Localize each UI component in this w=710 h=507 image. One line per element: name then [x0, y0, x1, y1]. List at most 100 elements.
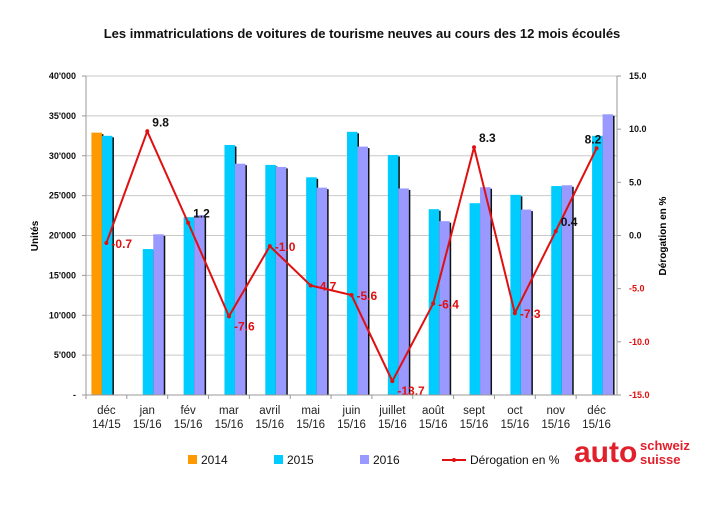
- bar-2015: [510, 194, 521, 395]
- data-label: -7.6: [234, 319, 255, 333]
- data-label: 0.4: [561, 215, 578, 229]
- bar-2014: [91, 132, 102, 395]
- x-tick-label: oct: [507, 405, 523, 417]
- chart-title: Les immatriculations de voitures de tour…: [104, 26, 621, 41]
- legend-label: 2016: [373, 453, 400, 467]
- legend-swatch-2014: [188, 455, 197, 464]
- bar-2015: [142, 249, 154, 395]
- x-tick-label: déc: [97, 405, 116, 417]
- data-label: 1.2: [193, 207, 210, 221]
- y-tick-label: 15'000: [49, 270, 76, 280]
- y-axis-label: Unités: [30, 220, 41, 251]
- line-point: [267, 244, 272, 249]
- x-tick-label: déc: [587, 405, 606, 417]
- x-tick-label: juillet: [378, 405, 406, 417]
- auto-schweiz-logo: auto schweiz suisse: [574, 436, 690, 469]
- y-right-tick-label: 5.0: [629, 177, 642, 187]
- legend-label: 2014: [201, 453, 228, 467]
- y-tick-label: 10'000: [49, 310, 76, 320]
- line-point: [594, 146, 599, 151]
- line-point: [226, 314, 231, 319]
- y-right-tick-label: 0.0: [629, 231, 642, 241]
- y-axis-right-label: Dérogation en %: [658, 196, 669, 275]
- bar-2016: [316, 187, 328, 395]
- x-tick-label: 15/16: [419, 419, 448, 431]
- bar-2015: [224, 144, 235, 395]
- bar-2016: [602, 114, 614, 395]
- x-tick-label: août: [422, 405, 445, 417]
- x-tick-label: 15/16: [255, 419, 284, 431]
- data-label: 8.3: [479, 131, 496, 145]
- y-right-tick-label: -10.0: [629, 337, 650, 347]
- y-tick-label: -: [73, 390, 76, 400]
- x-tick-label: 15/16: [460, 419, 489, 431]
- x-tick-label: 15/16: [215, 419, 244, 431]
- logo-main: auto: [574, 436, 637, 469]
- x-tick-label: 14/15: [92, 419, 121, 431]
- bar-2015: [592, 135, 603, 395]
- x-tick-label: 15/16: [337, 419, 366, 431]
- bar-2016: [561, 185, 573, 395]
- bar-2015: [347, 131, 358, 395]
- logo-line1: schweiz: [640, 438, 690, 453]
- legend-swatch-2016: [360, 455, 369, 464]
- bar-2016: [275, 166, 287, 395]
- line-point: [553, 229, 558, 234]
- logo-line2: suisse: [640, 452, 680, 467]
- bar-2016: [520, 209, 532, 395]
- bar-2016: [357, 146, 368, 395]
- data-label: -13.7: [397, 384, 425, 398]
- bar-2015: [387, 154, 399, 395]
- data-label: -6.4: [438, 298, 459, 312]
- data-label: 9.8: [152, 115, 169, 129]
- x-tick-label: mar: [219, 405, 239, 417]
- y-tick-label: 40'000: [49, 71, 76, 81]
- x-tick-label: 15/16: [133, 419, 162, 431]
- data-label: -4.7: [316, 279, 337, 293]
- line-point: [472, 145, 477, 150]
- bar-2016: [439, 221, 450, 395]
- line-point: [186, 220, 191, 225]
- data-label: -5.6: [357, 289, 378, 303]
- legend-swatch-point: [452, 458, 456, 462]
- line-point: [512, 311, 517, 316]
- bar-2016: [398, 188, 409, 395]
- line-point: [104, 240, 109, 245]
- bar-2016: [234, 163, 246, 395]
- y-right-tick-label: -5.0: [629, 284, 645, 294]
- x-tick-label: mai: [301, 405, 320, 417]
- bar-2016: [153, 234, 164, 395]
- line-point: [145, 129, 150, 134]
- x-tick-label: 15/16: [174, 419, 203, 431]
- bar-2015: [469, 203, 481, 395]
- y-tick-label: 25'000: [49, 191, 76, 201]
- y-right-tick-label: 15.0: [629, 71, 647, 81]
- x-tick-label: fév: [180, 405, 196, 417]
- x-tick-label: sept: [463, 405, 486, 417]
- line-point: [308, 283, 313, 288]
- line-point: [431, 301, 436, 306]
- x-tick-label: 15/16: [541, 419, 570, 431]
- legend-label: 2015: [287, 453, 314, 467]
- line-point: [349, 293, 354, 298]
- y-right-tick-label: 10.0: [629, 124, 647, 134]
- y-right-tick-label: -15.0: [629, 390, 650, 400]
- bar-2015: [101, 135, 113, 395]
- legend-swatch-2015: [274, 455, 283, 464]
- x-tick-label: avril: [259, 405, 280, 417]
- y-tick-label: 5'000: [54, 350, 76, 360]
- x-tick-label: jan: [139, 405, 155, 417]
- x-tick-label: 15/16: [500, 419, 529, 431]
- data-label: -0.7: [111, 237, 132, 251]
- x-tick-label: juin: [342, 405, 361, 417]
- y-tick-label: 20'000: [49, 231, 76, 241]
- bar-2016: [194, 215, 205, 395]
- bar-2015: [265, 164, 276, 395]
- x-tick-label: 15/16: [582, 419, 611, 431]
- data-label: -1.0: [275, 240, 296, 254]
- y-tick-label: 30'000: [49, 151, 76, 161]
- bar-2016: [480, 187, 491, 395]
- bar-2015: [551, 186, 562, 395]
